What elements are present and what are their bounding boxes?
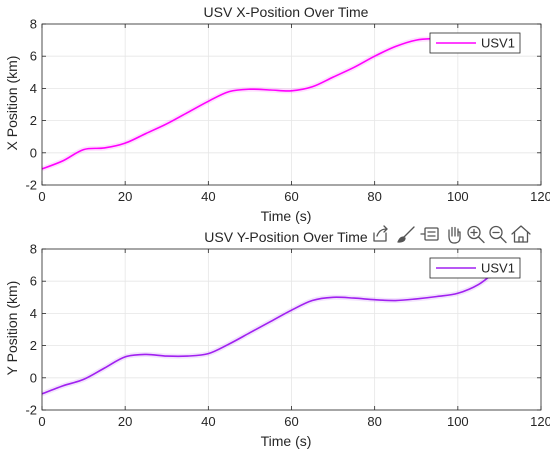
- y-tick-label: -2: [25, 403, 37, 418]
- chart-x-position: USV X-Position Over Time 0 20 40 60 80 100 120…: [4, 4, 550, 224]
- y-axis-label: Y Position (km): [4, 281, 20, 376]
- zoom-out-icon[interactable]: [488, 225, 508, 244]
- legend-entry: USV1: [481, 36, 515, 51]
- chart-title: USV Y-Position Over Time: [204, 229, 368, 245]
- series-line: [41, 36, 496, 170]
- x-axis-label: Time (s): [261, 208, 312, 224]
- y-tick-label: 2: [30, 338, 37, 353]
- legend: USV1: [429, 257, 521, 279]
- brush-icon[interactable]: [396, 225, 416, 243]
- x-tick-label: 0: [38, 189, 45, 204]
- y-axis-label: X Position (km): [4, 56, 20, 151]
- y-tick-label: 6: [30, 274, 37, 289]
- y-tick-label: 0: [30, 145, 37, 160]
- home-icon[interactable]: [510, 225, 532, 243]
- y-tick-label: 4: [30, 306, 37, 321]
- y-tick-label: 2: [30, 113, 37, 128]
- export-icon[interactable]: [371, 225, 389, 243]
- x-tick-label: 20: [118, 189, 132, 204]
- x-axis-label: Time (s): [261, 433, 312, 449]
- x-tick-label: 80: [367, 414, 381, 429]
- data-tip-icon[interactable]: [420, 225, 441, 243]
- x-tick-label: 80: [367, 189, 381, 204]
- x-tick-label: 40: [201, 189, 215, 204]
- x-tick-label: 40: [201, 414, 215, 429]
- zoom-in-icon[interactable]: [466, 225, 486, 244]
- y-tick-label: 4: [30, 81, 37, 96]
- x-tick-label: 60: [284, 414, 298, 429]
- legend: USV1: [429, 32, 521, 54]
- y-tick-label: 8: [30, 242, 37, 257]
- axes-toolbar: [371, 225, 532, 244]
- legend-entry: USV1: [481, 261, 515, 276]
- x-tick-label: 60: [284, 189, 298, 204]
- x-tick-label: 120: [530, 189, 550, 204]
- x-tick-label: 100: [447, 414, 469, 429]
- series-line: [41, 270, 496, 395]
- x-tick-label: 120: [530, 414, 550, 429]
- y-tick-label: 0: [30, 370, 37, 385]
- x-tick-label: 0: [38, 414, 45, 429]
- x-tick-label: 100: [447, 189, 469, 204]
- y-tick-label: 8: [30, 17, 37, 32]
- chart-y-position: USV Y-Position Over Time 0 20 40 60 80 100 120…: [4, 229, 550, 449]
- chart-title: USV X-Position Over Time: [204, 4, 369, 20]
- x-tick-label: 20: [118, 414, 132, 429]
- y-tick-label: -2: [25, 178, 37, 193]
- y-tick-label: 6: [30, 49, 37, 64]
- pan-icon[interactable]: [444, 225, 464, 244]
